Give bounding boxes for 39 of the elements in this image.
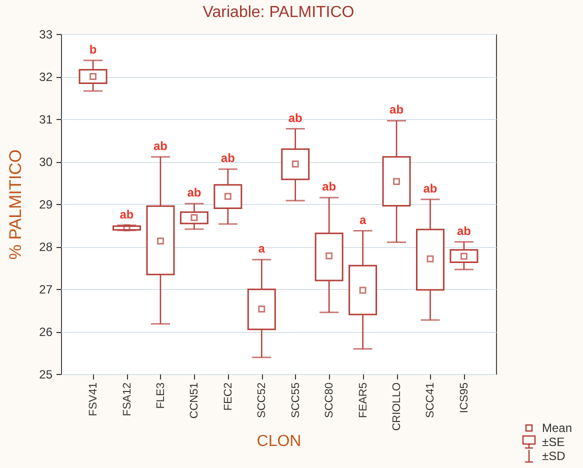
x-tick-label: FEC2: [222, 382, 234, 411]
y-tick-label: 30: [39, 155, 53, 169]
x-tick-label: CRIOLLO: [391, 382, 404, 431]
x-tick-label: ICS95: [458, 382, 470, 414]
annotation: a: [258, 242, 266, 256]
annotation: ab: [187, 186, 202, 200]
annotation: a: [359, 212, 366, 227]
x-tick-label: FLE3: [154, 382, 167, 409]
text: Mean: [542, 421, 572, 435]
y-tick-label: 26: [39, 325, 53, 339]
x-axis-title: CLON: [256, 432, 302, 450]
x-tick-label: CCN51: [188, 382, 201, 419]
annotation: b: [89, 42, 97, 56]
y-tick-label: 27: [39, 282, 53, 296]
annotation: ab: [220, 151, 235, 166]
annotation: ab: [153, 138, 168, 153]
y-tick-label: 29: [39, 198, 53, 212]
y-tick-label: 25: [39, 368, 53, 382]
y-tick-label: 32: [39, 70, 53, 84]
x-tick-label: FSA12: [121, 382, 134, 416]
y-axis-title: % PALMITICO: [6, 149, 26, 260]
x-tick-label: SCC80: [324, 382, 336, 418]
annotation: ab: [288, 110, 302, 125]
x-tick-label: SCC55: [290, 382, 302, 418]
annotation: ab: [423, 181, 438, 196]
y-tick-label: 33: [39, 28, 53, 42]
x-tick-label: FSV41: [88, 382, 100, 416]
y-tick-label: 28: [39, 240, 53, 254]
text: ±SD: [542, 449, 566, 463]
annotation: ab: [390, 102, 404, 117]
annotation: ab: [120, 207, 134, 222]
chart-title: Variable: PALMITICO: [202, 4, 354, 21]
x-tick-label: FEAR5: [357, 382, 370, 418]
annotation: ab: [456, 224, 471, 238]
x-tick-label: SCC41: [424, 382, 437, 418]
text: ±SE: [542, 435, 565, 449]
x-tick-label: SCC52: [256, 382, 268, 418]
y-tick-label: 31: [39, 112, 53, 126]
annotation: ab: [322, 180, 336, 194]
